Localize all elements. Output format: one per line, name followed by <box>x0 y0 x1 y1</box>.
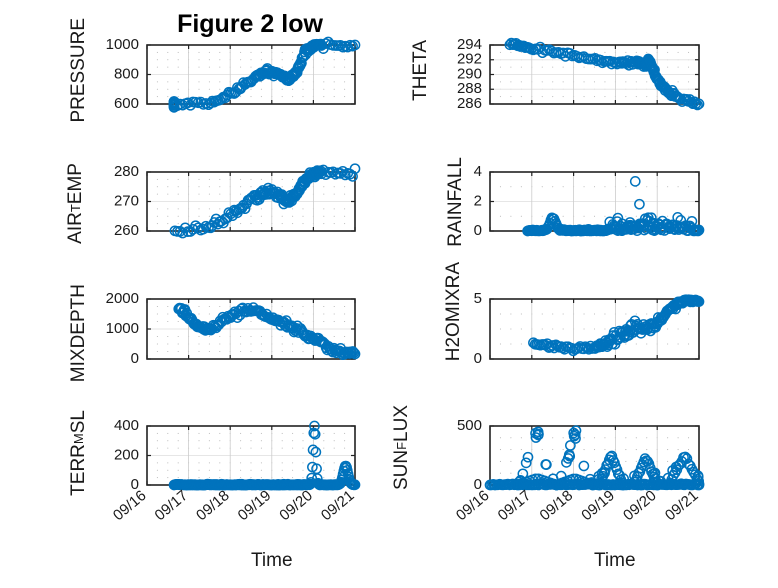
svg-text:0: 0 <box>474 350 482 367</box>
svg-text:500: 500 <box>457 417 482 434</box>
svg-text:290: 290 <box>457 65 482 82</box>
svg-text:294: 294 <box>457 36 482 53</box>
svg-text:800: 800 <box>114 65 139 82</box>
svg-text:0: 0 <box>474 222 482 239</box>
svg-text:288: 288 <box>457 80 482 97</box>
svg-text:1000: 1000 <box>106 36 139 53</box>
svg-text:286: 286 <box>457 95 482 112</box>
svg-text:2: 2 <box>474 192 482 209</box>
svg-text:270: 270 <box>114 192 139 209</box>
svg-text:200: 200 <box>114 446 139 463</box>
svg-text:Figure 2 low: Figure 2 low <box>177 10 323 38</box>
svg-text:400: 400 <box>114 417 139 434</box>
svg-text:0: 0 <box>131 350 139 367</box>
svg-text:2000: 2000 <box>106 290 139 307</box>
svg-text:1000: 1000 <box>106 320 139 337</box>
svg-text:5: 5 <box>474 290 482 307</box>
svg-text:292: 292 <box>457 51 482 68</box>
svg-text:260: 260 <box>114 222 139 239</box>
svg-text:600: 600 <box>114 95 139 112</box>
svg-text:280: 280 <box>114 163 139 180</box>
svg-text:4: 4 <box>474 163 482 180</box>
